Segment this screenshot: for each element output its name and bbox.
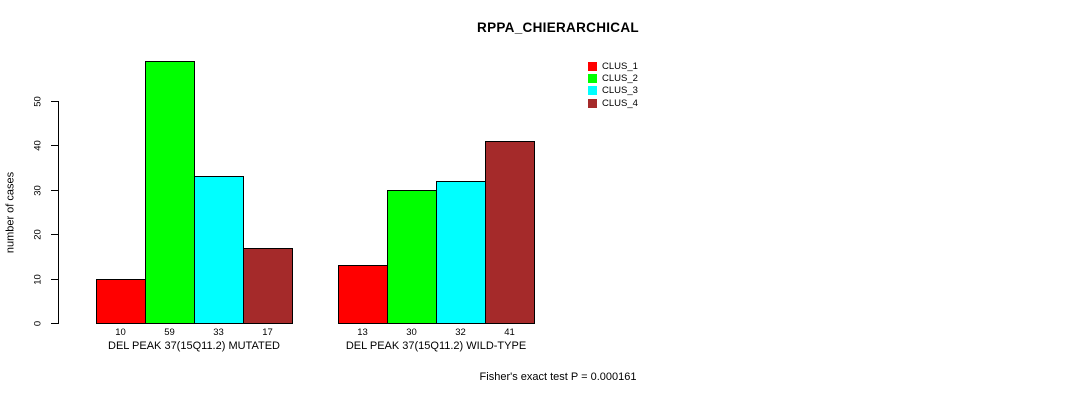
y-tick-label: 0 — [32, 320, 44, 327]
bar-value-label: 13 — [357, 327, 368, 338]
bar-value-label: 33 — [213, 327, 224, 338]
y-axis-label: number of cases — [4, 171, 17, 254]
bar-clus_4-group1 — [243, 247, 293, 324]
bar-clus_2-group1 — [145, 61, 195, 324]
bar-clus_1-group1 — [96, 278, 146, 324]
bar-value-label: 32 — [455, 327, 466, 338]
y-tick-mark — [51, 145, 58, 146]
annotation-text: Fisher's exact test P = 0.000161 — [479, 371, 637, 383]
bar-value-label: 17 — [262, 327, 273, 338]
y-axis-line — [58, 101, 59, 324]
y-tick-mark — [51, 190, 58, 191]
y-tick-label: 40 — [32, 140, 44, 151]
legend-swatch-clus_3 — [588, 86, 597, 96]
legend-swatch-clus_4 — [588, 98, 597, 108]
chart-title: RPPA_CHIERARCHICAL — [477, 20, 639, 35]
y-tick-mark — [51, 234, 58, 235]
legend-row: CLUS_3 — [588, 85, 638, 97]
y-tick-label: 20 — [32, 229, 44, 240]
x-group-label: DEL PEAK 37(15Q11.2) WILD-TYPE — [345, 340, 527, 352]
bar-clus_4-group2 — [485, 140, 535, 324]
bar-clus_3-group2 — [436, 180, 486, 324]
y-tick-mark — [51, 279, 58, 280]
bar-clus_2-group2 — [387, 189, 437, 324]
x-group-label: DEL PEAK 37(15Q11.2) MUTATED — [108, 340, 280, 352]
legend-label: CLUS_1 — [602, 61, 638, 72]
legend-row: CLUS_4 — [588, 97, 638, 109]
y-tick-label: 10 — [32, 274, 44, 285]
y-tick-label: 50 — [32, 96, 44, 107]
legend: CLUS_1 CLUS_2 CLUS_3 CLUS_4 — [588, 62, 638, 108]
bar-clus_3-group1 — [194, 176, 244, 324]
legend-swatch-clus_1 — [588, 62, 597, 71]
legend-row: CLUS_1 — [588, 62, 638, 71]
legend-label: CLUS_3 — [602, 85, 638, 97]
bar-clus_1-group2 — [338, 265, 388, 324]
legend-row: CLUS_2 — [588, 74, 638, 83]
y-tick-label: 30 — [32, 185, 44, 196]
y-tick-mark — [51, 101, 58, 102]
bar-value-label: 10 — [115, 327, 126, 338]
bar-value-label: 41 — [504, 327, 515, 338]
legend-label: CLUS_4 — [602, 97, 638, 109]
legend-swatch-clus_2 — [588, 74, 597, 84]
bar-value-label: 30 — [406, 327, 417, 338]
legend-label: CLUS_2 — [602, 73, 638, 85]
bar-value-label: 59 — [164, 327, 175, 338]
y-tick-mark — [51, 323, 58, 324]
